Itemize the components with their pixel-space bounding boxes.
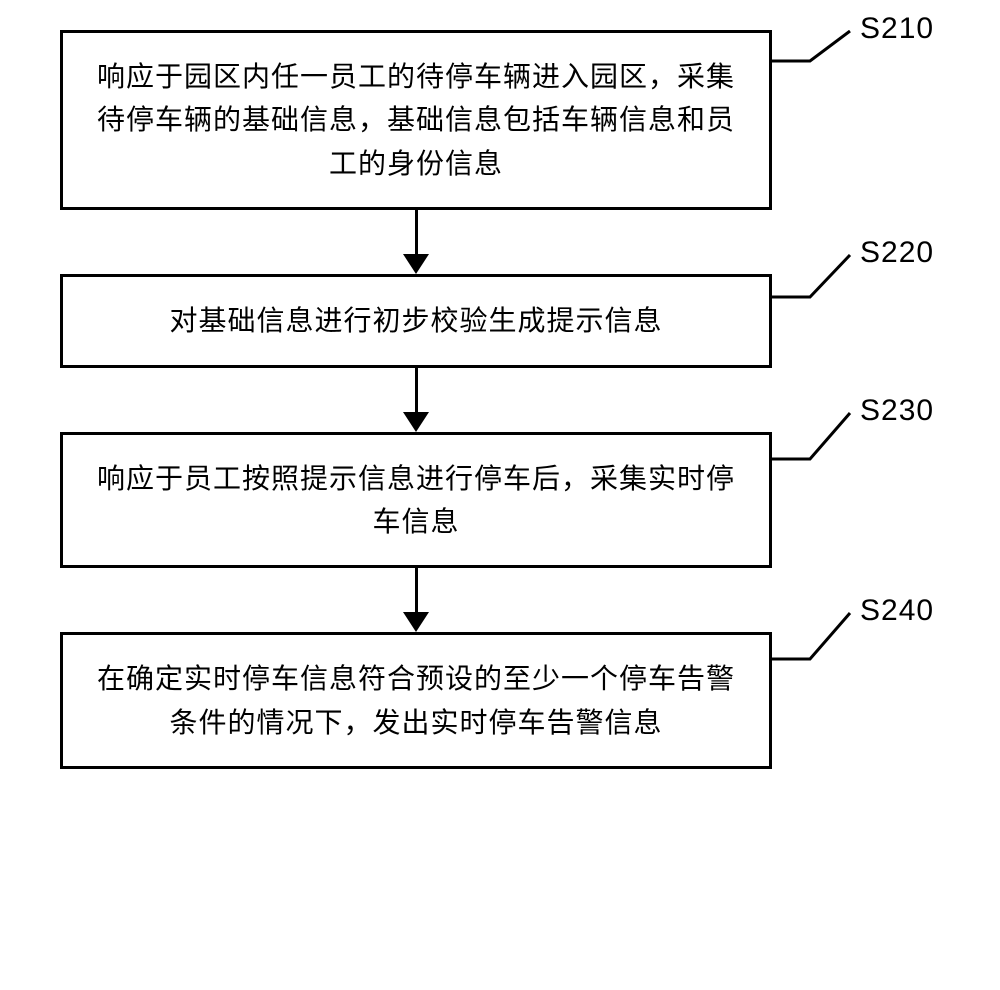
flow-arrow: [60, 368, 772, 432]
step-label: S230: [860, 394, 934, 428]
flow-node-box: 响应于园区内任一员工的待停车辆进入园区，采集待停车辆的基础信息，基础信息包括车辆…: [60, 30, 772, 210]
flow-node-text: 对基础信息进行初步校验生成提示信息: [169, 299, 662, 342]
flow-node-box: 响应于员工按照提示信息进行停车后，采集实时停车信息: [60, 432, 772, 569]
arrow-shaft: [415, 210, 418, 256]
flow-node-text: 响应于园区内任一员工的待停车辆进入园区，采集待停车辆的基础信息，基础信息包括车辆…: [93, 55, 739, 185]
step-label: S210: [860, 12, 934, 46]
step-label: S220: [860, 236, 934, 270]
flow-arrow: [60, 568, 772, 632]
flow-node: 响应于园区内任一员工的待停车辆进入园区，采集待停车辆的基础信息，基础信息包括车辆…: [60, 30, 940, 210]
arrow-head-icon: [403, 412, 429, 432]
flow-node: 响应于员工按照提示信息进行停车后，采集实时停车信息 S230: [60, 432, 940, 569]
step-label: S240: [860, 594, 934, 628]
flow-node-box: 在确定实时停车信息符合预设的至少一个停车告警条件的情况下，发出实时停车告警信息: [60, 632, 772, 769]
flow-node-text: 响应于员工按照提示信息进行停车后，采集实时停车信息: [93, 457, 739, 544]
flowchart-container: 响应于园区内任一员工的待停车辆进入园区，采集待停车辆的基础信息，基础信息包括车辆…: [60, 30, 940, 769]
arrow-shaft: [415, 568, 418, 614]
flow-node: 在确定实时停车信息符合预设的至少一个停车告警条件的情况下，发出实时停车告警信息 …: [60, 632, 940, 769]
arrow-shaft: [415, 368, 418, 414]
flow-node: 对基础信息进行初步校验生成提示信息 S220: [60, 274, 940, 367]
arrow-head-icon: [403, 254, 429, 274]
flow-arrow: [60, 210, 772, 274]
flow-node-box: 对基础信息进行初步校验生成提示信息: [60, 274, 772, 367]
arrow-head-icon: [403, 612, 429, 632]
flow-node-text: 在确定实时停车信息符合预设的至少一个停车告警条件的情况下，发出实时停车告警信息: [93, 657, 739, 744]
